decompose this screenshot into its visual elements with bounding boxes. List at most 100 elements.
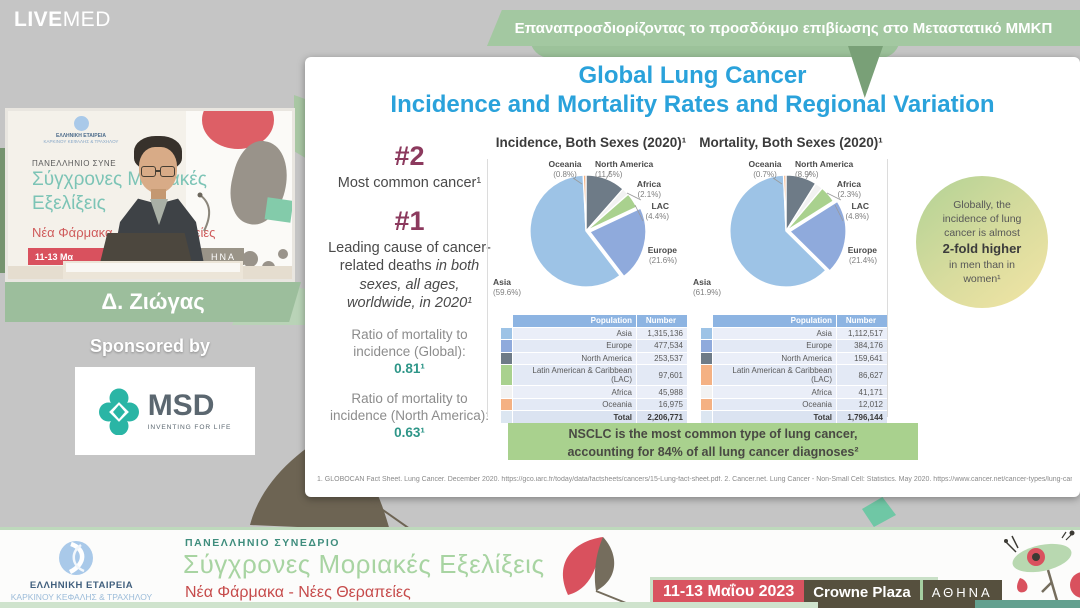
event-dates: 11-13 Μαΐου 2023	[653, 580, 805, 604]
table-swatch-asia	[701, 327, 712, 339]
society-logo-icon	[59, 541, 93, 575]
table-cell-number: 86,627	[837, 365, 887, 386]
stat-leading-cause-italic: in both sexes, all ages, worldwide, in 2…	[347, 258, 480, 312]
footer-teal-strip	[975, 600, 1080, 608]
podium-strip	[66, 263, 240, 272]
pie-slice-europe	[588, 207, 647, 278]
pie-slice-oceania	[782, 174, 787, 232]
backdrop-society-name: ΕΛΛΗΝΙΚΗ ΕΤΑΙΡΕΙΑ	[56, 133, 106, 139]
pie-slice-lac	[785, 187, 835, 232]
table-header-population: Population	[713, 315, 836, 327]
references-footnote: 1. GLOBOCAN Fact Sheet. Lung Cancer. Dec…	[317, 476, 1072, 483]
ratio-na-text: Ratio of mortality to incidence (North A…	[329, 390, 490, 423]
society-subname: ΚΑΡΚΙΝΟΥ ΚΕΦΑΛΗΣ & ΤΡΑΧΗΛΟΥ	[10, 592, 153, 602]
congress-title: Σύγχρονες Μοριακές Εξελίξεις	[183, 549, 545, 579]
speaker-video[interactable]: ΕΛΛΗΝΙΚΗ ΕΤΑΙΡΕΙΑ ΚΑΡΚΙΝΟΥ ΚΕΦΑΛΗΣ & ΤΡΑ…	[5, 108, 295, 282]
table-swatch-latinamericancaribbeanlac	[701, 365, 712, 386]
mortality-chart-title: Mortality, Both Sexes (2020)¹	[699, 135, 883, 150]
slide-title: Global Lung Cancer Incidence and Mortali…	[305, 62, 1080, 120]
table-cell-number: 45,988	[637, 386, 687, 398]
podium-microphone	[197, 192, 211, 232]
table-cell-population: Oceania	[713, 398, 836, 411]
incidence-chart-title: Incidence, Both Sexes (2020)¹	[495, 135, 687, 150]
table-cell-population: Asia	[513, 327, 636, 339]
sponsor-tagline: INVENTING FOR LIFE	[147, 424, 232, 431]
stat-leading-cause-text: Leading cause of cancer-related deaths	[328, 239, 491, 275]
backdrop-dot	[278, 249, 288, 259]
ratio-global: Ratio of mortality to incidence (Global)…	[327, 326, 492, 378]
table-swatch-northamerica	[701, 352, 712, 364]
backdrop-dot	[242, 251, 258, 267]
table-swatch-oceania	[501, 398, 512, 411]
callout-text-post: in men than in women¹	[949, 258, 1015, 286]
ratio-global-text: Ratio of mortality to incidence (Global)…	[351, 326, 468, 359]
table-swatch-africa	[501, 386, 512, 398]
footer-bottom-strip	[0, 602, 1080, 608]
table-swatch-total	[501, 411, 512, 423]
msd-logo-icon	[98, 388, 139, 435]
leaf-decoration	[0, 148, 7, 273]
table-corner	[701, 315, 712, 327]
table-swatch-latinamericancaribbeanlac	[501, 365, 512, 386]
leaf-decoration	[862, 497, 896, 527]
table-swatch-northamerica	[501, 352, 512, 364]
congress-footer-banner: ΕΛΛΗΝΙΚΗ ΕΤΑΙΡΕΙΑ ΚΑΡΚΙΝΟΥ ΚΕΦΑΛΗΣ & ΤΡΑ…	[0, 527, 1080, 607]
table-cell-population: Oceania	[513, 398, 636, 411]
nsclc-banner-line1: NSCLC is the most common type of lung ca…	[568, 427, 858, 441]
table-cell-population: Europe	[713, 340, 836, 352]
table-cell-number: 477,534	[637, 340, 687, 352]
backdrop-congress-label: ΠΑΝΕΛΛΗΝΙΟ ΣΥΝΕ	[32, 159, 117, 168]
table-cell-population: Africa	[713, 386, 836, 398]
mortality-table: Population Number Asia 1,112,517 Europe 384,1…	[701, 315, 887, 423]
livemed-logo: LIVEMED	[14, 8, 111, 32]
society-name: ΕΛΛΗΝΙΚΗ ΕΤΑΙΡΕΙΑ	[29, 580, 134, 591]
table-cell-number: 159,641	[837, 352, 887, 364]
callout-circle: Globally, the incidence of lung cancer i…	[916, 176, 1048, 308]
incidence-table: Population Number Asia 1,315,136 Europe 477,5…	[501, 315, 687, 423]
mortality-pie	[729, 170, 847, 288]
table-cell-number: 384,176	[837, 340, 887, 352]
pie-slice-lac	[585, 193, 638, 232]
slide-title-line1: Global Lung Cancer	[578, 62, 807, 89]
table-cell-number: 16,975	[637, 398, 687, 411]
backdrop-society-logo	[74, 116, 89, 131]
table-swatch-europe	[501, 340, 512, 352]
table-header-number: Number	[837, 315, 887, 327]
ratio-na-value: 0.63¹	[394, 425, 425, 441]
congress-label: ΠΑΝΕΛΛΗΝΙΟ ΣΥΝΕΔΡΙΟ	[185, 537, 340, 549]
congress-subtitle: Νέα Φάρμακα - Νέες Θεραπείες	[185, 584, 411, 601]
callout-text-pre: Globally, the incidence of lung cancer i…	[942, 198, 1022, 240]
table-cell-number: 1,315,136	[637, 327, 687, 339]
table-header-population: Population	[513, 315, 636, 327]
table-cell-number: 2,206,771	[637, 411, 687, 423]
pie-slice-oceania	[582, 174, 587, 232]
table-cell-number: 253,537	[637, 352, 687, 364]
table-cell-number: 12,012	[837, 398, 887, 411]
red-dot-decoration	[1070, 572, 1080, 598]
table-cell-population: Asia	[713, 327, 836, 339]
badge-separator	[919, 580, 923, 604]
speaker-name-bar: Δ. Ζιώγας	[5, 282, 301, 322]
speaker-name: Δ. Ζιώγας	[101, 289, 205, 314]
stat-rank-1: #1	[394, 205, 425, 236]
nsclc-banner: NSCLC is the most common type of lung ca…	[508, 423, 918, 460]
divider	[487, 159, 488, 417]
livemed-logo-bold: LIVE	[14, 8, 63, 31]
table-swatch-africa	[701, 386, 712, 398]
table-cell-number: 1,112,517	[837, 327, 887, 339]
pie-slice-europe	[788, 200, 847, 272]
backdrop-congress-title2: Εξελίξεις	[32, 193, 106, 214]
pie-slice-asia	[529, 174, 621, 288]
table-header-number: Number	[637, 315, 687, 327]
ratio-global-value: 0.81¹	[394, 361, 425, 377]
backdrop-society-subname: ΚΑΡΚΙΝΟΥ ΚΕΦΑΛΗΣ & ΤΡΑΧΗΛΟΥ	[43, 139, 119, 144]
table-cell-population: Africa	[513, 386, 636, 398]
table-cell-population: Latin American & Caribbean (LAC)	[513, 365, 636, 386]
table-cell-population: Latin American & Caribbean (LAC)	[713, 365, 836, 386]
nsclc-banner-line2: accounting for 84% of all lung cancer di…	[567, 444, 859, 459]
table-cell-number: 97,601	[637, 365, 687, 386]
table-corner	[501, 315, 512, 327]
leaf-art-decoration	[562, 537, 627, 604]
stat-most-common: Most common cancer¹	[337, 175, 482, 191]
